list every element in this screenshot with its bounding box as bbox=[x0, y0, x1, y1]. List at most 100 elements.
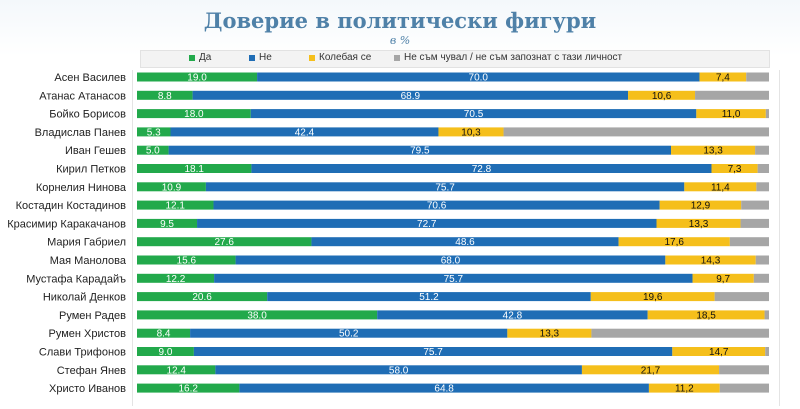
category-label: Костадин Костадинов bbox=[16, 200, 127, 212]
bar-segment bbox=[137, 328, 191, 338]
bar-segment bbox=[137, 164, 252, 173]
header-background bbox=[0, 0, 800, 56]
bar-segment bbox=[503, 127, 769, 137]
data-label: 58.0 bbox=[389, 365, 409, 376]
bar-segment bbox=[267, 292, 591, 302]
data-label: 50.2 bbox=[339, 329, 359, 340]
data-label: 21,7 bbox=[641, 365, 661, 376]
bar-segment bbox=[659, 200, 742, 210]
chart-subtitle: в % bbox=[389, 34, 411, 47]
data-label: 75.7 bbox=[423, 347, 443, 358]
category-label: Кирил Петков bbox=[56, 164, 126, 176]
bar-segment bbox=[756, 182, 769, 192]
category-label: Бойко Борисов bbox=[49, 109, 126, 121]
data-label: 19,6 bbox=[643, 292, 663, 303]
bar-segment bbox=[137, 145, 169, 155]
data-label: 70.5 bbox=[464, 109, 484, 120]
data-label: 14,7 bbox=[709, 347, 729, 358]
legend-item-unknown: Не съм чувал / не съм запознат с тази ли… bbox=[394, 52, 622, 63]
bar-segment bbox=[628, 90, 696, 100]
bar-segment bbox=[137, 255, 236, 265]
category-label: Иван Гешев bbox=[65, 145, 126, 157]
data-label: 17,6 bbox=[664, 237, 684, 248]
bar-segment bbox=[755, 255, 769, 265]
data-label: 5.3 bbox=[147, 127, 161, 138]
data-label: 13,3 bbox=[689, 219, 709, 230]
data-label: 10.9 bbox=[162, 182, 182, 193]
bar-segment bbox=[215, 365, 582, 375]
bar-segment bbox=[311, 237, 619, 247]
bar-segment bbox=[671, 145, 756, 155]
bar-segment bbox=[755, 145, 769, 155]
bar-segment bbox=[648, 383, 720, 393]
bar-segment bbox=[193, 347, 673, 356]
bar-segment bbox=[729, 237, 769, 247]
data-label: 70.0 bbox=[469, 73, 489, 84]
data-label: 18.1 bbox=[184, 164, 204, 175]
category-label: Асен Василев bbox=[54, 72, 126, 84]
bar-segment bbox=[695, 90, 769, 100]
bar-segment bbox=[137, 200, 214, 210]
bar-segment bbox=[719, 365, 769, 375]
data-label: 16.2 bbox=[178, 384, 198, 395]
data-label: 18,5 bbox=[696, 310, 716, 321]
data-label: 9.5 bbox=[160, 219, 174, 230]
data-label: 14,3 bbox=[701, 256, 721, 267]
bar-segment bbox=[765, 109, 769, 119]
legend-swatch-no bbox=[249, 54, 255, 61]
category-label: Румен Радев bbox=[59, 310, 126, 322]
bar-segment bbox=[137, 127, 171, 137]
bar-segment bbox=[250, 109, 697, 119]
bar-segment bbox=[137, 383, 240, 393]
data-label: 18.0 bbox=[184, 109, 204, 120]
bar-segment bbox=[197, 218, 657, 228]
bar-segment bbox=[137, 237, 312, 247]
data-label: 11,4 bbox=[711, 182, 730, 193]
bar-segment bbox=[137, 310, 378, 320]
data-label: 10,3 bbox=[461, 127, 481, 138]
bar-segment bbox=[137, 72, 258, 82]
data-label: 5.0 bbox=[146, 146, 160, 157]
data-label: 75.7 bbox=[444, 274, 464, 285]
bar-segment bbox=[205, 182, 685, 192]
bar-segment bbox=[764, 310, 769, 320]
bar-segment bbox=[137, 109, 251, 119]
category-label: Корнелия Нинова bbox=[36, 182, 127, 194]
bar-segment bbox=[507, 328, 592, 338]
bar-segment bbox=[656, 218, 741, 228]
bar-segment bbox=[235, 255, 666, 265]
data-label: 42.8 bbox=[503, 310, 523, 321]
chart-legend: Да Не Колебая се Не съм чувал / не съм з… bbox=[140, 50, 770, 68]
data-label: 64.8 bbox=[434, 384, 454, 395]
bar-segment bbox=[746, 72, 769, 82]
bar-segment bbox=[137, 218, 198, 228]
category-label: Атанас Атанасов bbox=[39, 90, 126, 102]
bar-segment bbox=[137, 182, 206, 192]
data-label: 15.6 bbox=[177, 256, 197, 267]
bar-segment bbox=[581, 365, 720, 375]
bar-segment bbox=[137, 365, 216, 375]
data-label: 75.7 bbox=[435, 182, 455, 193]
legend-swatch-hesitant bbox=[309, 54, 315, 61]
data-label: 38.0 bbox=[247, 310, 267, 321]
data-label: 72.8 bbox=[472, 164, 492, 175]
bar-segment bbox=[257, 72, 700, 82]
bar-segment bbox=[591, 328, 769, 338]
bar-segment bbox=[214, 273, 693, 283]
legend-label-yes: Да bbox=[199, 52, 212, 63]
bar-segment bbox=[137, 292, 268, 302]
data-label: 11,2 bbox=[675, 384, 694, 395]
bar-segment bbox=[618, 237, 730, 247]
category-label: Мария Габриел bbox=[47, 237, 126, 249]
data-label: 10,6 bbox=[652, 91, 672, 102]
legend-label-hesitant: Колебая се bbox=[319, 52, 372, 63]
bar-segment bbox=[137, 90, 193, 100]
category-label: Стефан Янев bbox=[57, 365, 126, 377]
category-label: Мустафа Карадайъ bbox=[26, 273, 126, 285]
data-label: 42.4 bbox=[295, 127, 315, 138]
data-label: 79.5 bbox=[410, 146, 430, 157]
data-label: 12,9 bbox=[691, 201, 711, 212]
data-label: 7,4 bbox=[716, 73, 730, 84]
data-label: 72.7 bbox=[417, 219, 437, 230]
bar-segment bbox=[137, 273, 215, 283]
